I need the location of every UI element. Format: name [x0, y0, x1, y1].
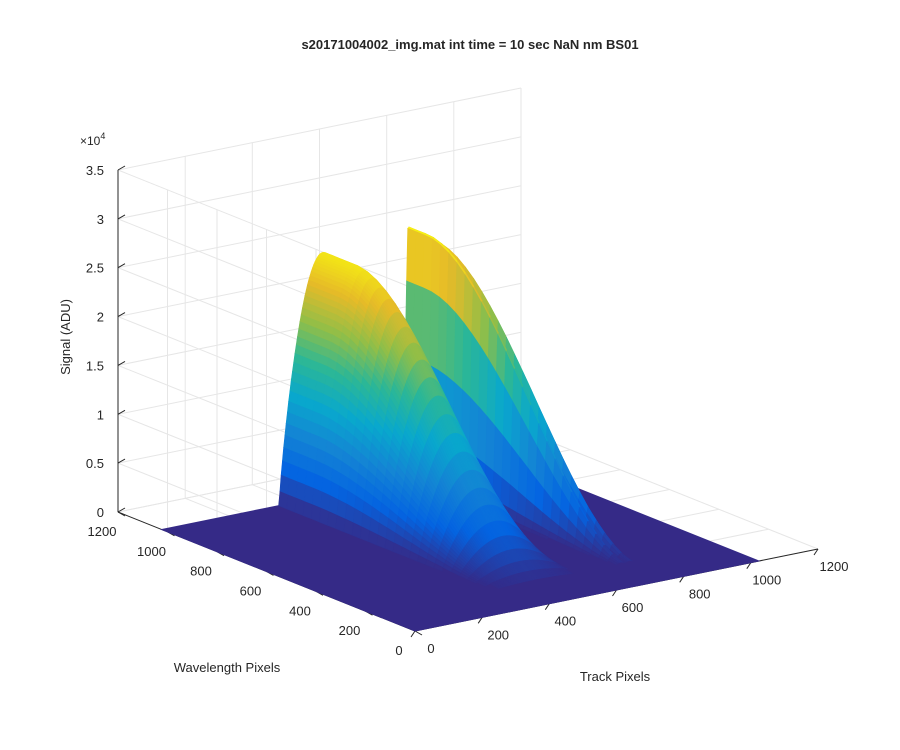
surface-patch	[406, 227, 417, 285]
y-tick-label: 1000	[137, 544, 166, 559]
surface-patch	[302, 501, 313, 520]
z-exponent-label: ×104	[80, 131, 105, 148]
surface-patch	[438, 244, 449, 305]
surface-patch	[294, 497, 305, 516]
surface-patch	[445, 303, 456, 383]
x-tick	[477, 617, 483, 624]
z-tick-label: 2	[97, 310, 104, 325]
x-tick	[813, 548, 819, 556]
y-tick	[414, 630, 423, 636]
x-tick	[544, 603, 550, 610]
y-tick-label: 200	[339, 623, 361, 638]
surface-patch	[319, 507, 330, 526]
z-tick	[117, 312, 126, 318]
y-tick-label: 400	[289, 603, 311, 618]
y-tick	[117, 511, 126, 517]
surface-patch	[278, 491, 289, 510]
x-tick	[612, 589, 617, 597]
surface	[159, 226, 761, 632]
surface-patch	[462, 321, 473, 399]
z-tick	[117, 165, 126, 171]
grid-line	[117, 185, 522, 269]
y-tick-label: 0	[395, 643, 402, 658]
x-tick-label: 0	[427, 641, 434, 656]
surface-patch	[489, 582, 501, 589]
z-tick-label: 2.5	[86, 261, 104, 276]
grid-line	[117, 87, 522, 171]
surface-patch	[476, 580, 488, 587]
x-axis-label: Track Pixels	[580, 669, 651, 684]
z-tick-label: 1	[97, 407, 104, 422]
surface-patch	[414, 231, 425, 289]
y-tick-label: 600	[240, 584, 262, 599]
z-tick	[117, 263, 126, 269]
surface-patch	[470, 332, 481, 408]
z-axis-label: Signal (ADU)	[58, 299, 73, 375]
z-tick	[117, 507, 126, 513]
x-tick-label: 800	[689, 586, 711, 601]
tick-labels: 0200400600800100012000200400600800100012…	[86, 163, 849, 658]
x-tick-label: 600	[622, 600, 644, 615]
x-tick-label: 400	[554, 614, 576, 629]
surface-patch	[607, 558, 619, 566]
x-tick-label: 1200	[820, 559, 849, 574]
x-tick	[679, 576, 685, 583]
surface-patch	[430, 238, 441, 298]
z-tick	[117, 409, 126, 415]
surface-patch	[437, 296, 448, 377]
x-tick-label: 200	[487, 627, 509, 642]
z-tick-label: 3	[97, 212, 104, 227]
surface-patch	[446, 252, 458, 314]
y-tick-label: 1200	[88, 524, 117, 539]
x-tick-label: 1000	[752, 573, 781, 588]
surface-patch	[485, 415, 496, 472]
y-tick-label: 800	[190, 564, 212, 579]
z-tick	[117, 360, 126, 366]
grid-line	[117, 169, 416, 290]
x-tick	[410, 630, 416, 638]
surface-patch	[453, 311, 465, 391]
surface-patch	[310, 504, 322, 523]
surface-patch	[422, 234, 433, 292]
y-axis-label: Wavelength Pixels	[174, 660, 281, 675]
z-tick	[117, 214, 126, 220]
z-tick-label: 0	[97, 505, 104, 520]
z-tick-label: 3.5	[86, 163, 104, 178]
z-tick	[117, 458, 126, 464]
surface-patch	[286, 494, 297, 513]
z-tick-label: 1.5	[86, 358, 104, 373]
surface-patch	[478, 344, 489, 417]
surface-patch	[477, 405, 488, 466]
z-tick-label: 0.5	[86, 456, 104, 471]
chart-title: s20171004002_img.mat int time = 10 sec N…	[301, 37, 638, 52]
x-tick	[746, 562, 752, 569]
grid-line	[117, 136, 522, 220]
surface-patch	[429, 290, 440, 371]
